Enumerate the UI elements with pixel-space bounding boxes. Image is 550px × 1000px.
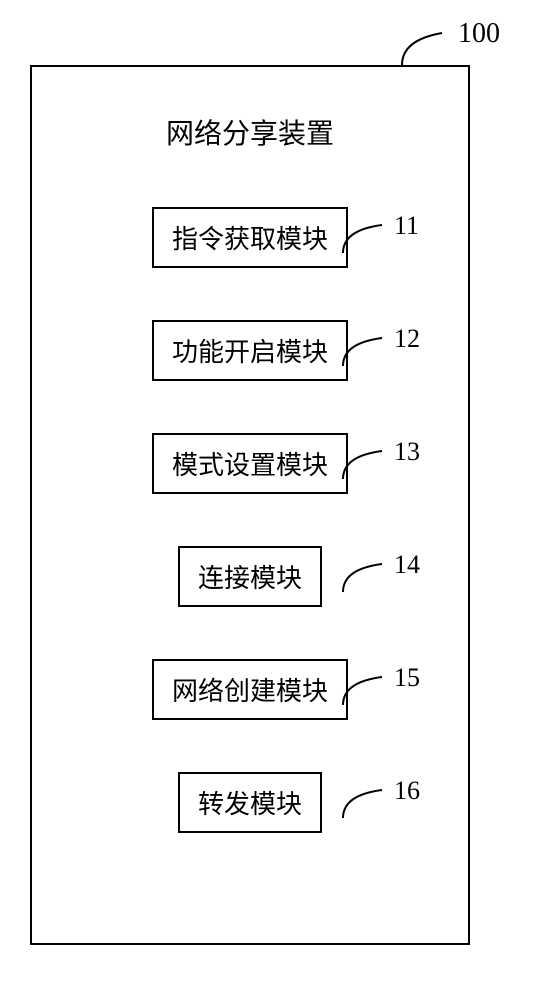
module-box: 连接模块 — [178, 546, 322, 607]
module-row: 转发模块 16 — [32, 772, 468, 833]
module-label: 16 — [394, 776, 420, 806]
container-callout: 100 — [397, 25, 500, 70]
container-title: 网络分享装置 — [32, 112, 468, 152]
callout-arc-icon — [340, 672, 390, 708]
module-callout: 14 — [340, 559, 420, 595]
callout-arc-icon — [340, 333, 390, 369]
module-row: 连接模块 14 — [32, 546, 468, 607]
module-callout: 13 — [340, 446, 420, 482]
callout-arc-icon — [397, 25, 452, 70]
module-row: 功能开启模块 12 — [32, 320, 468, 381]
module-row: 网络创建模块 15 — [32, 659, 468, 720]
container-box: 网络分享装置 指令获取模块 11 功能开启模块 12 — [30, 65, 470, 945]
module-callout: 16 — [340, 785, 420, 821]
diagram-root: 100 网络分享装置 指令获取模块 11 功能开启模块 — [30, 65, 470, 945]
module-row: 模式设置模块 13 — [32, 433, 468, 494]
module-list: 指令获取模块 11 功能开启模块 12 模式设置模块 — [32, 207, 468, 833]
module-label: 15 — [394, 663, 420, 693]
module-box: 网络创建模块 — [152, 659, 348, 720]
callout-arc-icon — [340, 446, 390, 482]
module-label: 13 — [394, 437, 420, 467]
module-callout: 15 — [340, 672, 420, 708]
module-box: 转发模块 — [178, 772, 322, 833]
module-label: 11 — [394, 211, 419, 241]
callout-arc-icon — [340, 785, 390, 821]
module-box: 模式设置模块 — [152, 433, 348, 494]
module-label: 14 — [394, 550, 420, 580]
module-box: 功能开启模块 — [152, 320, 348, 381]
container-label: 100 — [458, 18, 500, 50]
module-callout: 12 — [340, 333, 420, 369]
callout-arc-icon — [340, 220, 390, 256]
module-box: 指令获取模块 — [152, 207, 348, 268]
module-label: 12 — [394, 324, 420, 354]
callout-arc-icon — [340, 559, 390, 595]
module-row: 指令获取模块 11 — [32, 207, 468, 268]
module-callout: 11 — [340, 220, 419, 256]
